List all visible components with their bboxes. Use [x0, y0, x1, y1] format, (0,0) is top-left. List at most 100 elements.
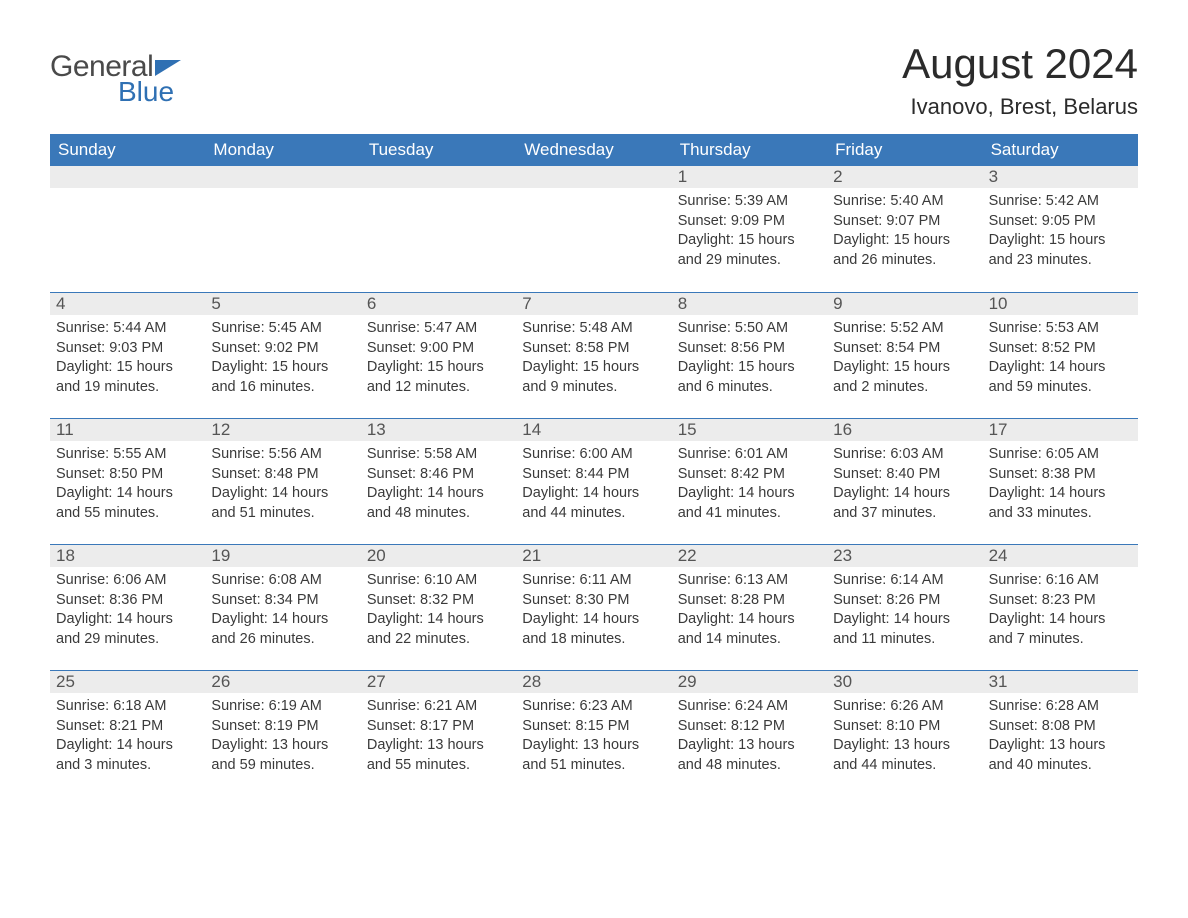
sunset-text: Sunset: 8:10 PM	[833, 717, 976, 737]
calendar-cell: 9Sunrise: 5:52 AMSunset: 8:54 PMDaylight…	[827, 293, 982, 418]
sunset-text: Sunset: 9:02 PM	[211, 339, 354, 359]
daylight-text: Daylight: 15 hours and 23 minutes.	[989, 231, 1132, 270]
day-details: Sunrise: 6:19 AMSunset: 8:19 PMDaylight:…	[205, 693, 360, 785]
day-details: Sunrise: 6:14 AMSunset: 8:26 PMDaylight:…	[827, 567, 982, 659]
sunrise-text: Sunrise: 5:44 AM	[56, 319, 199, 339]
day-number: 16	[827, 419, 982, 441]
calendar-cell: 16Sunrise: 6:03 AMSunset: 8:40 PMDayligh…	[827, 419, 982, 544]
day-details	[516, 188, 671, 202]
day-details: Sunrise: 5:52 AMSunset: 8:54 PMDaylight:…	[827, 315, 982, 407]
calendar-cell: 24Sunrise: 6:16 AMSunset: 8:23 PMDayligh…	[983, 545, 1138, 670]
sunset-text: Sunset: 8:34 PM	[211, 591, 354, 611]
sunrise-text: Sunrise: 6:18 AM	[56, 697, 199, 717]
sunrise-text: Sunrise: 6:10 AM	[367, 571, 510, 591]
day-details: Sunrise: 6:01 AMSunset: 8:42 PMDaylight:…	[672, 441, 827, 533]
day-number: 18	[50, 545, 205, 567]
daylight-text: Daylight: 14 hours and 26 minutes.	[211, 610, 354, 649]
sunrise-text: Sunrise: 6:16 AM	[989, 571, 1132, 591]
calendar-cell: 21Sunrise: 6:11 AMSunset: 8:30 PMDayligh…	[516, 545, 671, 670]
daylight-text: Daylight: 15 hours and 16 minutes.	[211, 358, 354, 397]
sunset-text: Sunset: 8:44 PM	[522, 465, 665, 485]
day-number: 20	[361, 545, 516, 567]
weekday-header: Monday	[205, 134, 360, 166]
daylight-text: Daylight: 15 hours and 12 minutes.	[367, 358, 510, 397]
calendar-cell: 20Sunrise: 6:10 AMSunset: 8:32 PMDayligh…	[361, 545, 516, 670]
weekday-header: Sunday	[50, 134, 205, 166]
sunrise-text: Sunrise: 5:50 AM	[678, 319, 821, 339]
daylight-text: Daylight: 14 hours and 7 minutes.	[989, 610, 1132, 649]
day-details: Sunrise: 6:03 AMSunset: 8:40 PMDaylight:…	[827, 441, 982, 533]
calendar-cell: 2Sunrise: 5:40 AMSunset: 9:07 PMDaylight…	[827, 166, 982, 292]
day-number: 10	[983, 293, 1138, 315]
calendar-cell: 23Sunrise: 6:14 AMSunset: 8:26 PMDayligh…	[827, 545, 982, 670]
calendar-cell: 17Sunrise: 6:05 AMSunset: 8:38 PMDayligh…	[983, 419, 1138, 544]
sunset-text: Sunset: 8:28 PM	[678, 591, 821, 611]
day-details: Sunrise: 5:50 AMSunset: 8:56 PMDaylight:…	[672, 315, 827, 407]
calendar-cell: 8Sunrise: 5:50 AMSunset: 8:56 PMDaylight…	[672, 293, 827, 418]
sunrise-text: Sunrise: 5:40 AM	[833, 192, 976, 212]
calendar-week: 1Sunrise: 5:39 AMSunset: 9:09 PMDaylight…	[50, 166, 1138, 292]
sunrise-text: Sunrise: 6:28 AM	[989, 697, 1132, 717]
daylight-text: Daylight: 14 hours and 44 minutes.	[522, 484, 665, 523]
day-number: 1	[672, 166, 827, 188]
calendar-cell: 12Sunrise: 5:56 AMSunset: 8:48 PMDayligh…	[205, 419, 360, 544]
day-number: 24	[983, 545, 1138, 567]
calendar-cell	[516, 166, 671, 292]
daylight-text: Daylight: 15 hours and 19 minutes.	[56, 358, 199, 397]
sunset-text: Sunset: 8:58 PM	[522, 339, 665, 359]
daylight-text: Daylight: 14 hours and 22 minutes.	[367, 610, 510, 649]
day-number: 22	[672, 545, 827, 567]
day-details	[50, 188, 205, 202]
day-details: Sunrise: 6:23 AMSunset: 8:15 PMDaylight:…	[516, 693, 671, 785]
day-number: 29	[672, 671, 827, 693]
sunset-text: Sunset: 8:15 PM	[522, 717, 665, 737]
day-number: 11	[50, 419, 205, 441]
sunrise-text: Sunrise: 5:55 AM	[56, 445, 199, 465]
calendar-cell: 30Sunrise: 6:26 AMSunset: 8:10 PMDayligh…	[827, 671, 982, 796]
daylight-text: Daylight: 14 hours and 37 minutes.	[833, 484, 976, 523]
calendar-cell	[361, 166, 516, 292]
daylight-text: Daylight: 14 hours and 11 minutes.	[833, 610, 976, 649]
day-number: 5	[205, 293, 360, 315]
sunrise-text: Sunrise: 5:53 AM	[989, 319, 1132, 339]
sunrise-text: Sunrise: 6:06 AM	[56, 571, 199, 591]
daylight-text: Daylight: 14 hours and 41 minutes.	[678, 484, 821, 523]
day-number	[50, 166, 205, 188]
day-details: Sunrise: 6:28 AMSunset: 8:08 PMDaylight:…	[983, 693, 1138, 785]
logo-triangle-icon	[155, 60, 181, 76]
day-number: 3	[983, 166, 1138, 188]
calendar-cell: 11Sunrise: 5:55 AMSunset: 8:50 PMDayligh…	[50, 419, 205, 544]
sunset-text: Sunset: 8:26 PM	[833, 591, 976, 611]
day-details: Sunrise: 5:44 AMSunset: 9:03 PMDaylight:…	[50, 315, 205, 407]
sunset-text: Sunset: 8:54 PM	[833, 339, 976, 359]
month-title: August 2024	[902, 40, 1138, 88]
sunset-text: Sunset: 8:38 PM	[989, 465, 1132, 485]
daylight-text: Daylight: 15 hours and 2 minutes.	[833, 358, 976, 397]
sunset-text: Sunset: 8:08 PM	[989, 717, 1132, 737]
sunrise-text: Sunrise: 5:39 AM	[678, 192, 821, 212]
daylight-text: Daylight: 14 hours and 51 minutes.	[211, 484, 354, 523]
day-number	[205, 166, 360, 188]
calendar-cell: 13Sunrise: 5:58 AMSunset: 8:46 PMDayligh…	[361, 419, 516, 544]
day-details: Sunrise: 5:55 AMSunset: 8:50 PMDaylight:…	[50, 441, 205, 533]
daylight-text: Daylight: 14 hours and 3 minutes.	[56, 736, 199, 775]
calendar-cell: 15Sunrise: 6:01 AMSunset: 8:42 PMDayligh…	[672, 419, 827, 544]
sunrise-text: Sunrise: 5:47 AM	[367, 319, 510, 339]
sunset-text: Sunset: 8:17 PM	[367, 717, 510, 737]
calendar-cell: 29Sunrise: 6:24 AMSunset: 8:12 PMDayligh…	[672, 671, 827, 796]
day-number: 31	[983, 671, 1138, 693]
day-details: Sunrise: 6:06 AMSunset: 8:36 PMDaylight:…	[50, 567, 205, 659]
day-number	[516, 166, 671, 188]
calendar-cell: 25Sunrise: 6:18 AMSunset: 8:21 PMDayligh…	[50, 671, 205, 796]
weekday-header-row: Sunday Monday Tuesday Wednesday Thursday…	[50, 134, 1138, 166]
calendar-week: 18Sunrise: 6:06 AMSunset: 8:36 PMDayligh…	[50, 544, 1138, 670]
daylight-text: Daylight: 14 hours and 55 minutes.	[56, 484, 199, 523]
day-number: 14	[516, 419, 671, 441]
day-number	[361, 166, 516, 188]
day-details: Sunrise: 6:05 AMSunset: 8:38 PMDaylight:…	[983, 441, 1138, 533]
sunset-text: Sunset: 8:40 PM	[833, 465, 976, 485]
calendar-body: 1Sunrise: 5:39 AMSunset: 9:09 PMDaylight…	[50, 166, 1138, 796]
calendar-cell: 5Sunrise: 5:45 AMSunset: 9:02 PMDaylight…	[205, 293, 360, 418]
daylight-text: Daylight: 14 hours and 14 minutes.	[678, 610, 821, 649]
day-number: 7	[516, 293, 671, 315]
